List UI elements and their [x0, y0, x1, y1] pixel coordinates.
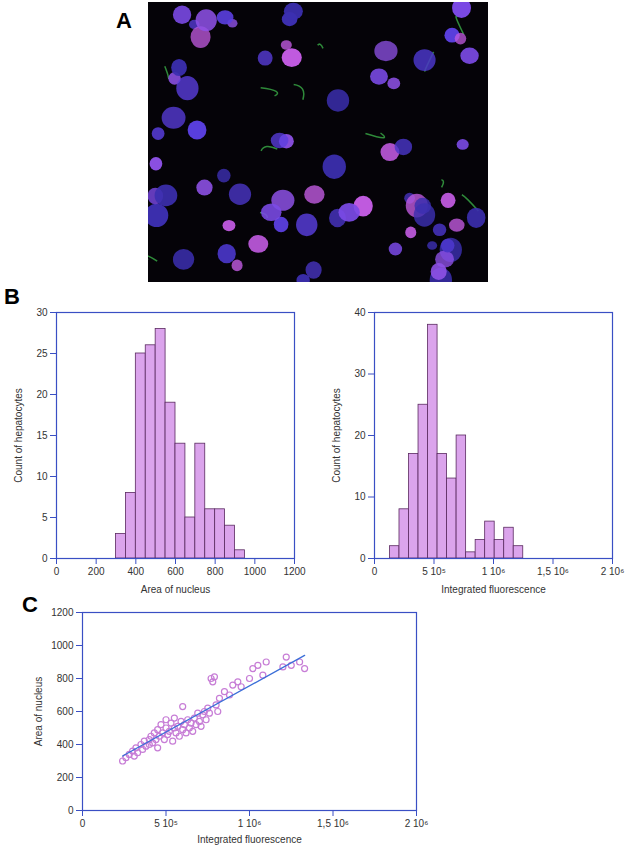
- svg-text:1,5 10⁶: 1,5 10⁶: [317, 818, 349, 829]
- svg-text:0: 0: [360, 553, 366, 564]
- svg-text:800: 800: [207, 566, 224, 577]
- svg-text:25: 25: [36, 348, 48, 359]
- svg-text:5 10⁵: 5 10⁵: [422, 566, 446, 577]
- svg-text:0: 0: [80, 818, 86, 829]
- svg-text:1200: 1200: [283, 566, 306, 577]
- svg-text:10: 10: [354, 491, 366, 502]
- svg-text:5 10⁵: 5 10⁵: [154, 818, 178, 829]
- html-text:B: B: [4, 284, 20, 309]
- svg-text:0: 0: [42, 553, 48, 564]
- svg-text:400: 400: [57, 739, 74, 750]
- svg-text:600: 600: [57, 706, 74, 717]
- svg-text:1000: 1000: [244, 566, 267, 577]
- svg-text:400: 400: [127, 566, 144, 577]
- svg-text:Integrated fluorescence: Integrated fluorescence: [197, 834, 302, 845]
- svg-text:600: 600: [167, 566, 184, 577]
- svg-text:1000: 1000: [51, 640, 74, 651]
- svg-text:Count of hepatocytes: Count of hepatocytes: [331, 388, 342, 483]
- svg-text:0: 0: [372, 566, 378, 577]
- html-text:C: C: [22, 592, 38, 617]
- svg-text:1 10⁶: 1 10⁶: [482, 566, 506, 577]
- svg-text:1 10⁶: 1 10⁶: [238, 818, 262, 829]
- svg-text:40: 40: [354, 307, 366, 318]
- svg-text:Count of hepatocytes: Count of hepatocytes: [13, 388, 24, 483]
- svg-text:200: 200: [88, 566, 105, 577]
- svg-text:30: 30: [354, 368, 366, 379]
- svg-text:0: 0: [68, 805, 74, 816]
- svg-text:800: 800: [57, 673, 74, 684]
- svg-text:Area of nucleus: Area of nucleus: [33, 677, 44, 747]
- svg-text:5: 5: [42, 512, 48, 523]
- svg-text:200: 200: [57, 772, 74, 783]
- html-text:A: A: [116, 8, 132, 33]
- svg-text:1,5 10⁶: 1,5 10⁶: [537, 566, 569, 577]
- svg-text:15: 15: [36, 430, 48, 441]
- svg-text:20: 20: [36, 389, 48, 400]
- svg-text:Area of nucleus: Area of nucleus: [141, 584, 211, 595]
- svg-text:2 10⁶: 2 10⁶: [601, 566, 625, 577]
- svg-text:Integrated fluorescence: Integrated fluorescence: [441, 584, 546, 595]
- svg-text:1200: 1200: [51, 607, 74, 618]
- svg-text:10: 10: [36, 471, 48, 482]
- svg-text:2 10⁶: 2 10⁶: [405, 818, 429, 829]
- svg-text:30: 30: [36, 307, 48, 318]
- svg-text:20: 20: [354, 430, 366, 441]
- svg-text:0: 0: [54, 566, 60, 577]
